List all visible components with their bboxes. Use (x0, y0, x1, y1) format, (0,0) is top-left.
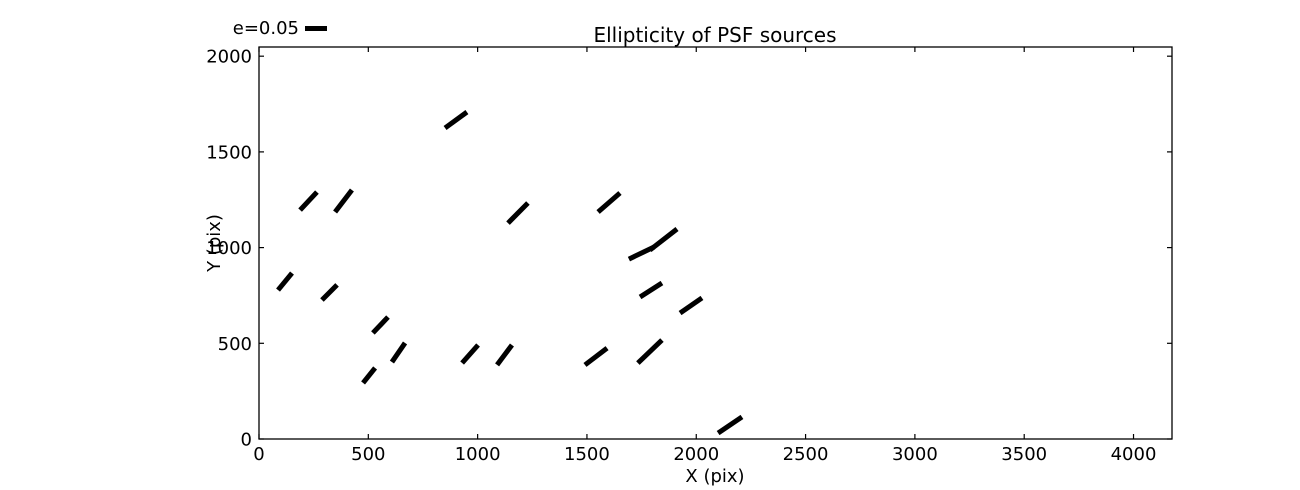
psf-ellipticity-segment (371, 315, 390, 335)
x-axis-label: X (pix) (685, 466, 744, 487)
psf-ellipticity-segment (678, 295, 704, 316)
y-tick-label: 1500 (206, 142, 252, 163)
x-tick-label: 500 (351, 444, 385, 465)
psf-ellipticity-segment (495, 343, 514, 367)
y-tick-label: 500 (218, 334, 252, 355)
psf-ellipticity-segment (333, 188, 354, 214)
x-tick-label: 0 (253, 444, 264, 465)
psf-ellipticity-segment (506, 201, 530, 225)
psf-ellipticity-segment (276, 271, 294, 292)
axes-spines (258, 46, 1173, 440)
axes-layer: 0 500 1000 1500 2000 2500 3000 3500 4000 0 500 1000… (206, 46, 1173, 465)
x-tick-label: 3500 (1001, 444, 1047, 465)
segments-layer (276, 110, 744, 436)
psf-ellipticity-segment (716, 414, 744, 436)
x-tick-label: 2000 (673, 444, 719, 465)
psf-ellipticity-segment (648, 227, 679, 253)
y-tick-label: 1000 (206, 238, 252, 259)
psf-ellipticity-segment (583, 346, 609, 367)
x-tick-label: 2500 (783, 444, 829, 465)
quiver-key-label: e=0.05 (233, 18, 299, 39)
psf-ellipticity-segment (298, 190, 319, 212)
x-tick-label: 1000 (455, 444, 501, 465)
x-tick-label: 4000 (1111, 444, 1157, 465)
x-tick-label: 1500 (564, 444, 610, 465)
y-tick-label: 0 (241, 430, 252, 451)
psf-ellipticity-segment (361, 366, 378, 385)
psf-ellipticity-segment (460, 343, 480, 365)
psf-ellipticity-segment (320, 283, 339, 302)
psf-ellipticity-segment (636, 338, 664, 365)
y-tick-label: 2000 (206, 47, 252, 68)
y-axis-label: Y (pix) (204, 214, 225, 273)
psf-ellipticity-segment (596, 191, 622, 214)
chart-title: Ellipticity of PSF sources (593, 23, 836, 47)
psf-ellipticity-segment (443, 110, 469, 130)
x-tick-label: 3000 (892, 444, 938, 465)
psf-ellipticity-segment (389, 341, 408, 364)
psf-ellipticity-segment (638, 280, 664, 300)
